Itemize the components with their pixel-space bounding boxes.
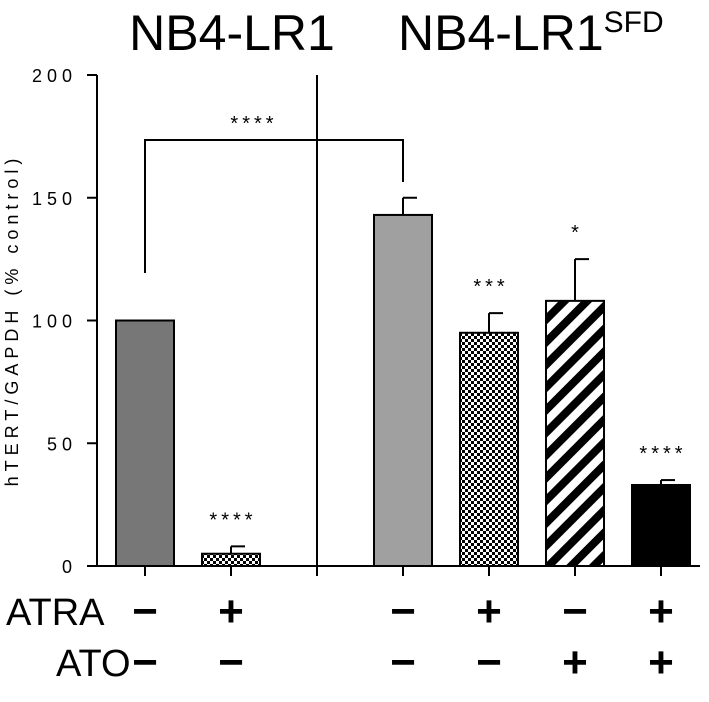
bar bbox=[115, 319, 175, 567]
bar bbox=[459, 331, 519, 567]
ato-sign: − bbox=[132, 638, 158, 687]
ato-sign: − bbox=[390, 638, 416, 687]
bar bbox=[545, 299, 605, 567]
comparison-significance: **** bbox=[230, 113, 277, 135]
y-tick-label: 200 bbox=[32, 66, 77, 86]
ato-sign: − bbox=[218, 638, 244, 687]
atra-sign: + bbox=[476, 587, 502, 636]
y-axis-label: hTERT/GAPDH (% control) bbox=[2, 154, 22, 487]
bar bbox=[201, 552, 261, 567]
group-title-right-sup: SFD bbox=[604, 6, 664, 39]
comparison-bracket bbox=[144, 139, 404, 273]
group-title-right-main: NB4-LR1 bbox=[398, 5, 604, 61]
atra-sign: − bbox=[390, 587, 416, 636]
annotations: **************** bbox=[144, 113, 686, 531]
atra-sign: + bbox=[218, 587, 244, 636]
bar bbox=[373, 213, 433, 567]
ato-sign: + bbox=[648, 638, 674, 687]
atra-sign: − bbox=[132, 587, 158, 636]
atra-row-label: ATRA bbox=[6, 592, 105, 634]
significance-label: * bbox=[571, 222, 583, 244]
ato-sign: + bbox=[562, 638, 588, 687]
y-tick-label: 100 bbox=[32, 312, 77, 332]
y-tick-label: 150 bbox=[32, 189, 77, 209]
y-tick-label: 50 bbox=[47, 434, 77, 454]
significance-label: *** bbox=[473, 276, 508, 298]
group-title-left: NB4-LR1 bbox=[129, 5, 335, 61]
atra-sign: − bbox=[562, 587, 588, 636]
y-tick-label: 0 bbox=[62, 557, 77, 577]
atra-sign: + bbox=[648, 587, 674, 636]
bars bbox=[115, 196, 691, 567]
bar bbox=[631, 483, 691, 567]
ato-sign: − bbox=[476, 638, 502, 687]
significance-label: **** bbox=[639, 443, 686, 465]
ato-row-label: ATO bbox=[56, 643, 131, 685]
significance-label: **** bbox=[209, 509, 256, 531]
group-title-right: NB4-LR1SFD bbox=[398, 5, 664, 61]
